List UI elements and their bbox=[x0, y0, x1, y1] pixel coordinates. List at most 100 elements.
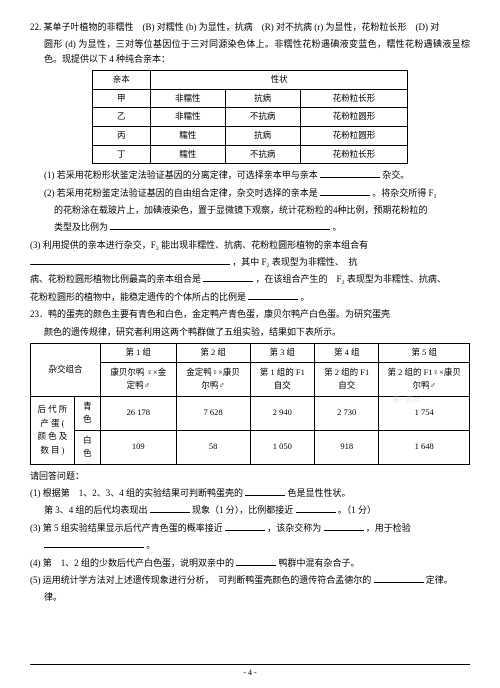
q23-s3: (3) 第 5 组实验结果显示后代产青色蛋的概率接近 ，该杂交称为 ，用于检验 bbox=[30, 521, 470, 535]
q22-s3b: ，其中 F₂ 表现型为非糯性、 抗 bbox=[30, 255, 470, 269]
q22-s2a: (2) 若采用花粉鉴定法验证基因的自由组合定律，杂交时选择的亲本是 。将杂交所得… bbox=[30, 186, 470, 200]
text: (4) 第 1、2 组的少数后代产白色蛋，说明双亲中的 bbox=[30, 558, 234, 568]
cell: 青色 bbox=[74, 396, 100, 430]
t2-row2: 白色 109 58 1 050 918 1 648 bbox=[31, 430, 470, 464]
text: 。 bbox=[301, 292, 310, 302]
blank[interactable] bbox=[248, 290, 298, 300]
text: ，其中 F₂ 表现型为非糯性、 抗 bbox=[232, 257, 357, 267]
cell: 第 2 组的 F1 自交 bbox=[315, 362, 379, 396]
cell: 康贝尔鸭 ♀×金定鸭♂ bbox=[101, 362, 177, 396]
q22-s2c: 类型及比例为 。 bbox=[30, 220, 470, 234]
cell: 糯性 bbox=[150, 145, 225, 164]
text: 定律。 bbox=[426, 575, 453, 585]
cell: 2 730 bbox=[315, 396, 379, 430]
cell: 丁 bbox=[92, 145, 150, 164]
cell: 花粉粒圆形 bbox=[300, 108, 408, 127]
t1-h1: 亲本 bbox=[92, 71, 150, 90]
cell: 白色 bbox=[74, 430, 100, 464]
q23-s2: 第 3、4 组的后代均表现出 现象（1 分），比例都接近 。（1 分） bbox=[30, 503, 470, 517]
blank[interactable] bbox=[320, 186, 370, 196]
q23-s5: (5) 运用统计学方法对上述遗传现象进行分析， 可判断鸭蛋壳颜色的遗传符合孟德尔… bbox=[30, 573, 470, 587]
blank[interactable] bbox=[320, 168, 380, 178]
text: 。（1 分） bbox=[338, 505, 376, 515]
page-number: - 4 - bbox=[30, 664, 470, 680]
q22-s3d: 花粉粒圆形的植物中，能稳定遗传的个体所占的比例是 。 bbox=[30, 290, 470, 304]
text: 第 3、4 组的后代均表现出 bbox=[44, 505, 148, 515]
cell: 第 2 组的 F1♀×康贝尔鸭♂ bbox=[379, 362, 470, 396]
blank[interactable] bbox=[374, 573, 424, 583]
q22-s3a: (3) 利用提供的亲本进行杂交，F₂ 能出现非糯性、抗病、花粉粒圆形植物的亲本组… bbox=[30, 238, 470, 252]
q23-s3d: 。 bbox=[30, 538, 470, 552]
blank[interactable] bbox=[296, 503, 336, 513]
text: (3) 第 5 组实验结果显示后代产青色蛋的概率接近 bbox=[30, 523, 223, 533]
cell: 1 648 bbox=[379, 430, 470, 464]
blank[interactable] bbox=[30, 255, 230, 265]
text: 病、花粉粒圆形植物比例最高的亲本组合是 bbox=[30, 274, 201, 284]
q22-s1: (1) 若采用花粉形状鉴定法验证基因的分离定律，可选择亲本甲与亲本 杂交。 bbox=[30, 168, 470, 182]
cell: 第 5 组 bbox=[379, 344, 470, 363]
text: 。将杂交所得 F₁ bbox=[372, 188, 436, 198]
cell: 1 050 bbox=[250, 430, 314, 464]
q23-s4: (4) 第 1、2 组的少数后代产白色蛋，说明双亲中的 鸭群中混有杂合子。 bbox=[30, 556, 470, 570]
q22-s2b: 的花粉涂在载玻片上，加碘液染色，置于显微镜下观察，统计花粉粒的4种比例，预期花粉… bbox=[30, 203, 470, 217]
q23-stem-l1: 23．鸭的蛋壳的颜色主要有青色和白色，金定鸭产青色蛋，康贝尔鸭产白色蛋。为研究蛋… bbox=[30, 307, 470, 321]
t1-h2: 性状 bbox=[150, 71, 408, 90]
text: 类型及比例为 bbox=[54, 222, 108, 232]
cell: 第 4 组 bbox=[315, 344, 379, 363]
cell: 金定鸭♀×康贝尔鸭♂ bbox=[176, 362, 250, 396]
t2-hdr: 杂交组合 第 1 组 第 2 组 第 3 组 第 4 组 第 5 组 bbox=[31, 344, 470, 363]
cell: 后 代 所 产 蛋 ( 颜 色 及 数 目 ) bbox=[31, 396, 75, 464]
watermark: 第一题库 bbox=[392, 395, 420, 406]
blank[interactable] bbox=[225, 521, 265, 531]
text: (5) 运用统计学方法对上述遗传现象进行分析， 可判断鸭蛋壳颜色的遗传符合孟德尔… bbox=[30, 575, 371, 585]
cell: 2 940 bbox=[250, 396, 314, 430]
blank[interactable] bbox=[203, 272, 253, 282]
text: 。 bbox=[333, 222, 342, 232]
text: 现象（1 分），比例都接近 bbox=[192, 505, 293, 515]
cell: 918 bbox=[315, 430, 379, 464]
q22-table: 亲本 性状 甲 非糯性 抗病 花粉粒长形 乙 非糯性 不抗病 花粉粒圆形 丙 糯… bbox=[92, 70, 409, 164]
cell: 非糯性 bbox=[150, 89, 225, 108]
t1-row: 丁 糯性 不抗病 花粉粒长形 bbox=[92, 145, 408, 164]
cell: 第 3 组 bbox=[250, 344, 314, 363]
cell: 糯性 bbox=[150, 126, 225, 145]
cell: 花粉粒长形 bbox=[300, 89, 408, 108]
cell: 抗病 bbox=[225, 126, 300, 145]
t1-row: 乙 非糯性 不抗病 花粉粒圆形 bbox=[92, 108, 408, 127]
text: 色是显性性状。 bbox=[288, 488, 351, 498]
text: (1) 若采用花粉形状鉴定法验证基因的分离定律，可选择亲本甲与亲本 bbox=[44, 170, 318, 180]
text: (3) 利用提供的亲本进行杂交，F₂ 能出现非糯性、抗病、花粉粒圆形植物的亲本组… bbox=[30, 240, 368, 250]
cell: 第 1 组的 F1 自交 bbox=[250, 362, 314, 396]
cell: 甲 bbox=[92, 89, 150, 108]
text: ，在该组合产生的 F₂ 表现型为非糯性、抗病、 bbox=[256, 274, 446, 284]
text: 。 bbox=[146, 540, 155, 550]
t1-row: 丙 糯性 抗病 花粉粒圆形 bbox=[92, 126, 408, 145]
cell: 第 1 组 bbox=[101, 344, 177, 363]
cell: 丙 bbox=[92, 126, 150, 145]
q22-stem-l1: 22. 某单子叶植物的非糯性 (B) 对糯性 (b) 为显性，抗病 (R) 对不… bbox=[30, 20, 470, 34]
text: 鸭群中混有杂合子。 bbox=[279, 558, 360, 568]
q22-stem-l2: 圆形 (d) 为显性，三对等位基因位于三对同源染色体上。非糯性花粉遇碘液变蓝色，… bbox=[30, 37, 470, 66]
cell: 花粉粒长形 bbox=[300, 145, 408, 164]
q23-s1: (1) 根据第 1、2、3、4 组的实验结果可判断鸭蛋壳的 色是显性性状。 bbox=[30, 486, 470, 500]
blank[interactable] bbox=[245, 486, 285, 496]
q22-s3c: 病、花粉粒圆形植物比例最高的亲本组合是 ，在该组合产生的 F₂ 表现型为非糯性、… bbox=[30, 272, 470, 286]
cell: 109 bbox=[101, 430, 177, 464]
blank[interactable] bbox=[110, 220, 330, 230]
cell: 58 bbox=[176, 430, 250, 464]
cell: 7 628 bbox=[176, 396, 250, 430]
q23-s5b: 律。 bbox=[30, 590, 470, 604]
cell: 第 2 组 bbox=[176, 344, 250, 363]
blank[interactable] bbox=[44, 538, 144, 548]
q23-stem-l2: 颜色的遗传规律，研究者利用这两个鸭群做了五组实验，结果如下表所示。 bbox=[30, 325, 470, 339]
blank[interactable] bbox=[324, 521, 364, 531]
text: 律。 bbox=[44, 592, 62, 602]
text: ，用于检验 bbox=[366, 523, 411, 533]
cell: 26 178 bbox=[101, 396, 177, 430]
cell: 杂交组合 bbox=[31, 344, 101, 397]
t1-row: 甲 非糯性 抗病 花粉粒长形 bbox=[92, 89, 408, 108]
text: ，该杂交称为 bbox=[267, 523, 321, 533]
cell: 不抗病 bbox=[225, 145, 300, 164]
blank[interactable] bbox=[150, 503, 190, 513]
blank[interactable] bbox=[236, 556, 276, 566]
